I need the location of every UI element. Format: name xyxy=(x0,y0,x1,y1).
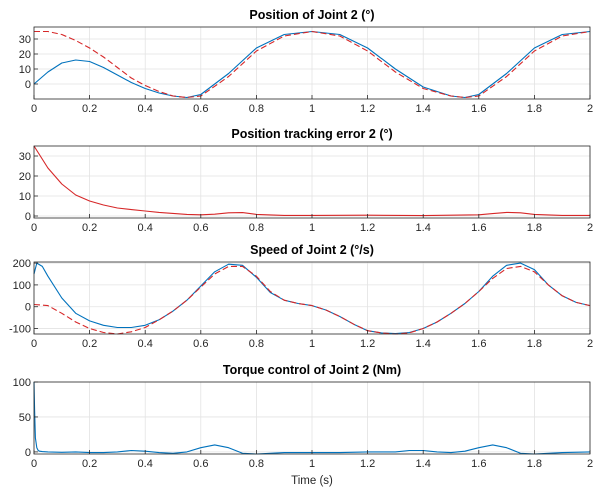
x-tick-label: 1.4 xyxy=(416,103,431,115)
x-tick-label: 1.8 xyxy=(527,338,542,350)
x-tick-label: 0.2 xyxy=(82,458,97,470)
x-tick-label: 0.8 xyxy=(249,338,264,350)
x-tick-label: 1 xyxy=(309,458,315,470)
x-tick-label: 0.8 xyxy=(249,103,264,115)
x-tick-label: 2 xyxy=(587,103,593,115)
x-tick-label: 0 xyxy=(31,338,37,350)
series-line-1 xyxy=(33,381,591,455)
y-tick-label: 0 xyxy=(25,302,31,314)
x-tick-label: 2 xyxy=(587,338,593,350)
x-tick-label: 0.4 xyxy=(138,458,153,470)
x-tick-label: 1.4 xyxy=(416,222,431,234)
series-line-2 xyxy=(34,30,591,99)
x-tick-label: 1 xyxy=(309,338,315,350)
y-tick-label: 0 xyxy=(25,79,31,91)
subplot-title: Position tracking error 2 (°) xyxy=(231,127,392,141)
y-tick-label: 10 xyxy=(19,64,31,76)
x-tick-label: 2 xyxy=(587,222,593,234)
y-tick-label: -100 xyxy=(9,324,31,336)
x-tick-label: 1.8 xyxy=(527,458,542,470)
x-tick-label: 0.8 xyxy=(249,222,264,234)
x-tick-label: 1.2 xyxy=(360,338,375,350)
x-tick-label: 1.6 xyxy=(471,222,486,234)
y-tick-label: 100 xyxy=(13,377,31,389)
y-tick-label: 0 xyxy=(25,211,31,223)
x-tick-label: 1.6 xyxy=(471,338,486,350)
y-tick-label: 30 xyxy=(19,151,31,163)
series-line-1 xyxy=(33,145,590,217)
subplot-title: Torque control of Joint 2 (Nm) xyxy=(223,363,401,377)
y-tick-label: 10 xyxy=(19,191,31,203)
series-line-1 xyxy=(33,262,591,335)
x-tick-label: 1.2 xyxy=(360,458,375,470)
x-tick-label: 1.4 xyxy=(416,338,431,350)
subplot-position-error: Position tracking error 2 (°) 0 0.2 0.4 0.6… xyxy=(19,127,593,234)
x-tick-label: 1.8 xyxy=(527,103,542,115)
subplot-position: Position of Joint 2 (°) 0 0.2 0.4 0.6 0.8 1 1.… xyxy=(19,8,593,115)
x-tick-label: 0.2 xyxy=(82,222,97,234)
x-tick-label: 1.6 xyxy=(471,458,486,470)
y-tick-label: 20 xyxy=(19,171,31,183)
y-tick-label: 100 xyxy=(13,280,31,292)
y-tick-label: 30 xyxy=(19,34,31,46)
x-tick-label: 0.6 xyxy=(193,458,208,470)
x-tick-label: 1.2 xyxy=(360,103,375,115)
x-tick-label: 0.6 xyxy=(193,222,208,234)
y-tick-label: 200 xyxy=(13,258,31,270)
x-tick-label: 0.2 xyxy=(82,338,97,350)
subplot-title: Position of Joint 2 (°) xyxy=(249,8,374,22)
x-tick-label: 0 xyxy=(31,103,37,115)
x-tick-label: 0.8 xyxy=(249,458,264,470)
x-tick-label: 0.6 xyxy=(193,338,208,350)
x-tick-label: 1.6 xyxy=(471,103,486,115)
x-tick-label: 0.4 xyxy=(138,103,153,115)
y-tick-label: 0 xyxy=(25,447,31,459)
x-tick-label: 0.4 xyxy=(138,338,153,350)
series-line-1 xyxy=(33,30,591,99)
subplot-title: Speed of Joint 2 (°/s) xyxy=(250,243,374,257)
subplot-speed: Speed of Joint 2 (°/s) 0 0.2 0.4 0.6 0.8 1 1.2… xyxy=(9,243,593,350)
x-tick-label: 0 xyxy=(31,222,37,234)
x-tick-label: 1.8 xyxy=(527,222,542,234)
x-tick-label: 1 xyxy=(309,222,315,234)
x-tick-label: 1.4 xyxy=(416,458,431,470)
y-tick-label: 50 xyxy=(19,412,31,424)
x-tick-label: 1 xyxy=(309,103,315,115)
series-line-2 xyxy=(33,265,591,335)
y-tick-label: 20 xyxy=(19,49,31,61)
subplot-torque: Torque control of Joint 2 (Nm) 0 0.2 0.4 0.… xyxy=(13,363,593,487)
x-axis-label: Time (s) xyxy=(291,475,333,487)
x-tick-label: 1.2 xyxy=(360,222,375,234)
x-tick-label: 0 xyxy=(31,458,37,470)
x-tick-label: 0.2 xyxy=(82,103,97,115)
x-tick-label: 0.6 xyxy=(193,103,208,115)
x-tick-label: 2 xyxy=(587,458,593,470)
x-tick-label: 0.4 xyxy=(138,222,153,234)
